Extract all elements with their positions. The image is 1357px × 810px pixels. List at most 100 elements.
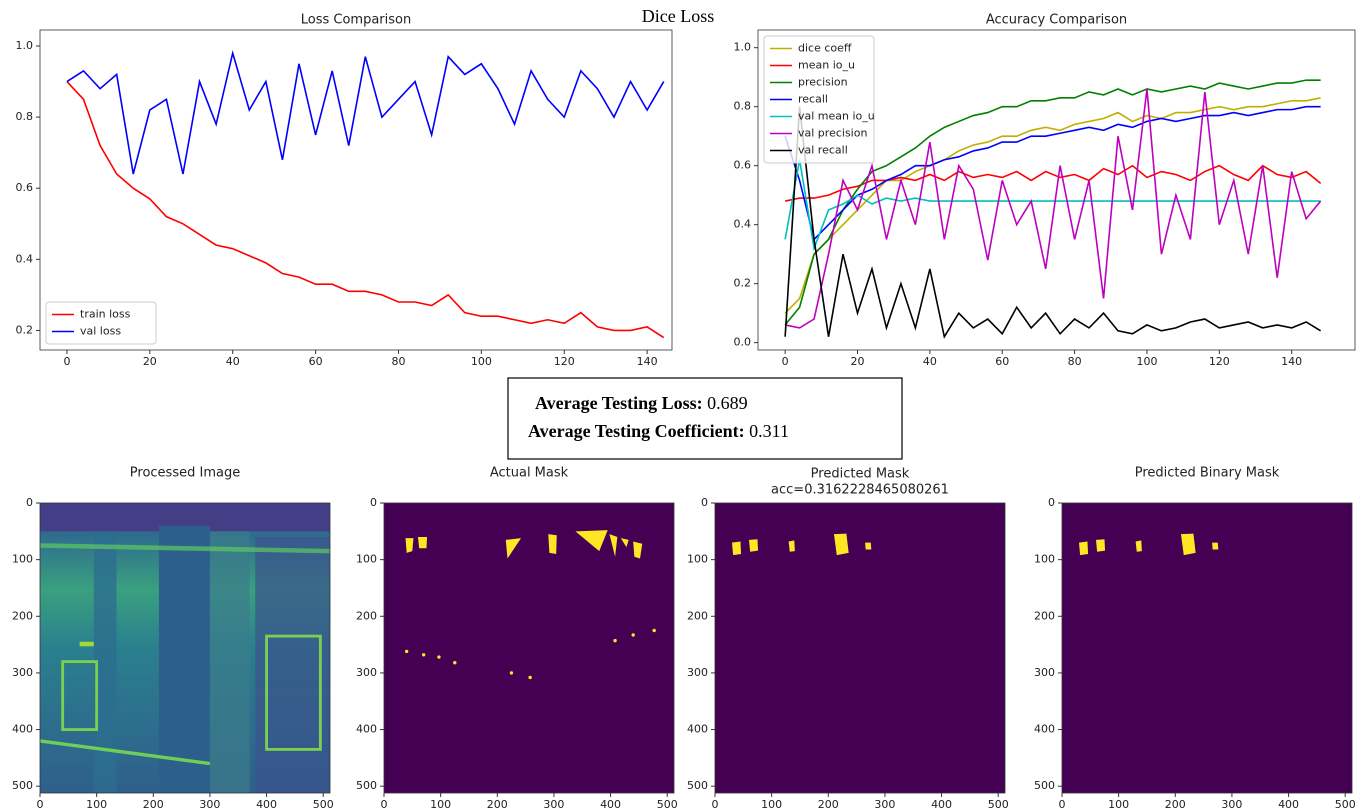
x-tick-label: 200 xyxy=(143,798,164,810)
y-tick-label: 300 xyxy=(12,666,33,679)
summary-value: 0.689 xyxy=(707,393,748,413)
summary-box xyxy=(507,377,903,460)
x-tick-label: 100 xyxy=(1136,355,1157,368)
x-tick-label: 100 xyxy=(430,798,451,810)
chart-title: Accuracy Comparison xyxy=(986,13,1127,28)
summary-label: Average Testing Loss: xyxy=(535,393,703,413)
y-tick-label: 100 xyxy=(687,553,708,566)
y-tick-label: 500 xyxy=(12,779,33,792)
y-tick-label: 500 xyxy=(1034,779,1055,792)
y-tick-label: 0.2 xyxy=(734,277,752,290)
y-tick-label: 100 xyxy=(356,553,377,566)
x-tick-label: 20 xyxy=(851,355,865,368)
summary-loss: Average Testing Loss: 0.689 xyxy=(535,393,748,413)
x-tick-label: 0 xyxy=(1059,798,1066,810)
image-frame xyxy=(714,502,1006,794)
x-tick-label: 0 xyxy=(381,798,388,810)
y-tick-label: 0 xyxy=(701,496,708,509)
y-tick-label: 0.4 xyxy=(734,218,752,231)
x-tick-label: 300 xyxy=(543,798,564,810)
series-line xyxy=(784,105,1321,241)
x-tick-label: 100 xyxy=(1108,798,1129,810)
chart-subtitle: acc=0.3162228465080261 xyxy=(771,483,949,498)
y-tick-label: 300 xyxy=(687,666,708,679)
image-frame xyxy=(1061,502,1353,794)
legend-label: recall xyxy=(798,93,828,106)
y-tick-label: 100 xyxy=(1034,553,1055,566)
legend-label: val precision xyxy=(798,127,867,140)
y-tick-label: 0 xyxy=(370,496,377,509)
summary-value: 0.311 xyxy=(749,421,789,441)
binary-mask xyxy=(1062,503,1352,793)
x-tick-label: 40 xyxy=(226,355,240,368)
x-tick-label: 100 xyxy=(86,798,107,810)
y-tick-label: 0.8 xyxy=(734,100,752,113)
actual-mask xyxy=(384,503,674,793)
chart-title: Predicted Binary Mask xyxy=(1135,466,1280,481)
legend-label: dice coeff xyxy=(798,42,852,55)
x-tick-label: 60 xyxy=(995,355,1009,368)
x-tick-label: 140 xyxy=(637,355,658,368)
x-tick-label: 300 xyxy=(874,798,895,810)
y-tick-label: 200 xyxy=(1034,609,1055,622)
x-tick-label: 60 xyxy=(309,355,323,368)
plot-frame xyxy=(39,29,673,351)
summary-coefficient: Average Testing Coefficient: 0.311 xyxy=(528,421,789,441)
legend-label: mean io_u xyxy=(798,59,855,72)
summary-label: Average Testing Coefficient: xyxy=(528,421,745,441)
series-line xyxy=(784,97,1321,314)
y-tick-label: 0.4 xyxy=(16,252,34,265)
legend-label: val recall xyxy=(798,144,848,157)
x-tick-label: 400 xyxy=(600,798,621,810)
y-tick-label: 200 xyxy=(687,609,708,622)
x-tick-label: 400 xyxy=(1278,798,1299,810)
x-tick-label: 0 xyxy=(63,355,70,368)
y-tick-label: 0.2 xyxy=(16,323,34,336)
x-tick-label: 500 xyxy=(988,798,1009,810)
x-tick-label: 500 xyxy=(657,798,678,810)
x-tick-label: 40 xyxy=(923,355,937,368)
chart-title: Processed Image xyxy=(130,466,240,481)
y-tick-label: 0.8 xyxy=(16,110,34,123)
y-tick-label: 0 xyxy=(26,496,33,509)
x-tick-label: 200 xyxy=(1165,798,1186,810)
x-tick-label: 80 xyxy=(391,355,405,368)
y-tick-label: 0 xyxy=(1048,496,1055,509)
legend-box xyxy=(45,301,157,345)
image-frame xyxy=(39,502,331,794)
y-tick-label: 200 xyxy=(12,609,33,622)
x-tick-label: 500 xyxy=(313,798,334,810)
x-tick-label: 0 xyxy=(37,798,44,810)
plot-frame xyxy=(757,29,1356,351)
series-line xyxy=(784,88,1322,329)
y-tick-label: 1.0 xyxy=(734,41,752,54)
legend-label: precision xyxy=(798,76,848,89)
legend-label: val loss xyxy=(80,325,121,338)
chart-title: Actual Mask xyxy=(490,466,569,481)
y-tick-label: 400 xyxy=(687,723,708,736)
x-tick-label: 20 xyxy=(143,355,157,368)
figure-title: Dice Loss xyxy=(642,6,714,26)
y-tick-label: 100 xyxy=(12,553,33,566)
x-tick-label: 300 xyxy=(199,798,220,810)
legend-label: val mean io_u xyxy=(798,110,875,123)
x-tick-label: 100 xyxy=(471,355,492,368)
y-tick-label: 0.6 xyxy=(734,159,752,172)
y-tick-label: 500 xyxy=(687,779,708,792)
x-tick-label: 140 xyxy=(1281,355,1302,368)
x-tick-label: 400 xyxy=(931,798,952,810)
x-tick-label: 500 xyxy=(1335,798,1356,810)
x-tick-label: 0 xyxy=(782,355,789,368)
legend-box xyxy=(763,35,875,164)
x-tick-label: 80 xyxy=(1068,355,1082,368)
image-frame xyxy=(383,502,675,794)
y-tick-label: 300 xyxy=(356,666,377,679)
y-tick-label: 300 xyxy=(1034,666,1055,679)
y-tick-label: 0.6 xyxy=(16,181,34,194)
y-tick-label: 200 xyxy=(356,609,377,622)
series-line xyxy=(784,79,1321,326)
chart-title: Loss Comparison xyxy=(301,13,411,28)
x-tick-label: 200 xyxy=(487,798,508,810)
